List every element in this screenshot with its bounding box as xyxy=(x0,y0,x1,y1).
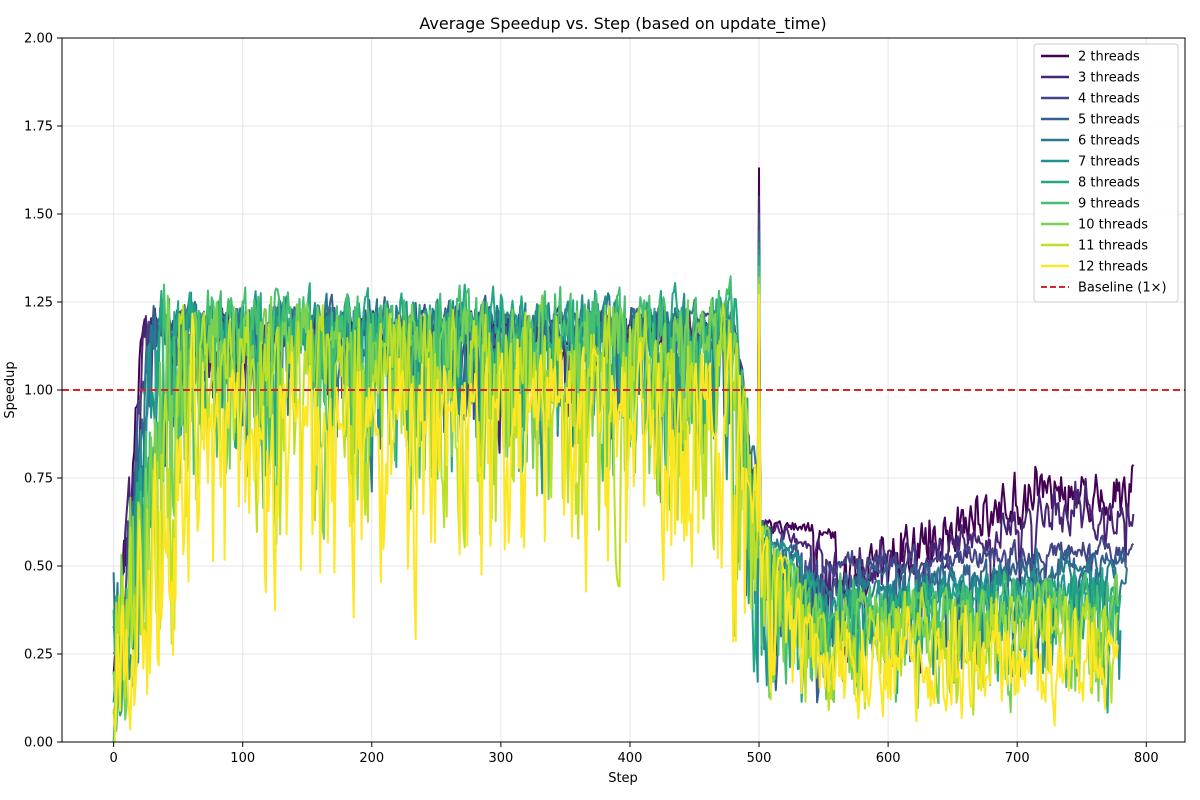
series-line-11-threads xyxy=(112,283,1119,730)
y-tick-label: 0.25 xyxy=(24,648,53,663)
x-tick-label: 100 xyxy=(230,751,255,766)
y-tick-label: 1.00 xyxy=(24,384,53,399)
plot-area xyxy=(62,167,1185,742)
legend-label: 5 threads xyxy=(1078,113,1140,128)
y-tick-label: 2.00 xyxy=(24,32,53,47)
x-tick-label: 700 xyxy=(1005,751,1030,766)
legend-label: 8 threads xyxy=(1078,176,1140,191)
x-tick-label: 300 xyxy=(488,751,513,766)
y-tick-label: 1.25 xyxy=(24,296,53,311)
legend-label: 6 threads xyxy=(1078,134,1140,149)
chart-title: Average Speedup vs. Step (based on updat… xyxy=(419,14,826,34)
x-tick-label: 600 xyxy=(876,751,901,766)
x-tick-label: 0 xyxy=(109,751,117,766)
legend: 2 threads 3 threads 4 threads 5 threads 6 th… xyxy=(1033,43,1179,303)
y-tick-label: 0.00 xyxy=(24,736,53,751)
x-tick-label: 200 xyxy=(359,751,384,766)
x-tick-label: 400 xyxy=(618,751,643,766)
legend-box xyxy=(1033,43,1179,303)
legend-label: 3 threads xyxy=(1078,71,1140,86)
legend-label: 10 threads xyxy=(1078,218,1148,233)
y-tick-label: 0.50 xyxy=(24,560,53,575)
legend-label: 11 threads xyxy=(1078,239,1148,254)
legend-label-baseline: Baseline (1×) xyxy=(1078,281,1167,296)
y-tick-label: 1.50 xyxy=(24,208,53,223)
x-axis-label: Step xyxy=(608,771,638,786)
legend-label: 4 threads xyxy=(1078,92,1140,107)
legend-label: 7 threads xyxy=(1078,155,1140,170)
y-axis-label: Speedup xyxy=(3,361,18,418)
legend-label: 2 threads xyxy=(1078,50,1140,65)
x-axis-ticks: 0 100 200 300 400 500 600 700 800 xyxy=(109,742,1159,766)
legend-label: 12 threads xyxy=(1078,260,1148,275)
y-tick-label: 1.75 xyxy=(24,120,53,135)
y-axis-ticks: 0.00 0.25 0.50 0.75 1.00 1.25 1.50 1.75 2.00 xyxy=(24,32,62,751)
series-line-12-threads xyxy=(113,294,1119,742)
x-tick-label: 500 xyxy=(747,751,772,766)
legend-label: 9 threads xyxy=(1078,197,1140,212)
y-tick-label: 0.75 xyxy=(24,472,53,487)
x-tick-label: 800 xyxy=(1134,751,1159,766)
